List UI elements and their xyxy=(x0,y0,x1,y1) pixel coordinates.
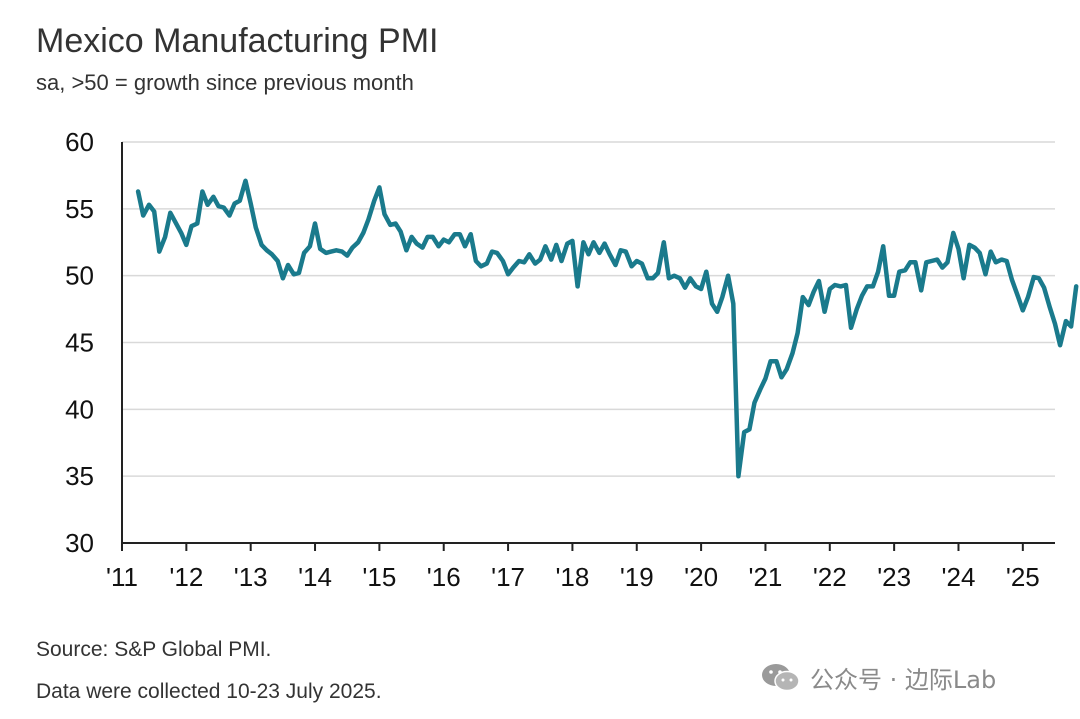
x-tick-label: '18 xyxy=(555,562,589,592)
chart-title: Mexico Manufacturing PMI xyxy=(36,22,439,60)
y-tick-label: 55 xyxy=(65,194,94,224)
x-tick-label: '13 xyxy=(234,562,268,592)
collection-note: Data were collected 10-23 July 2025. xyxy=(36,680,382,703)
y-tick-label: 40 xyxy=(65,394,94,424)
gridlines xyxy=(122,141,1055,477)
y-axis: 30 35 40 45 50 55 60 xyxy=(65,127,123,558)
y-tick-label: 30 xyxy=(65,528,94,558)
x-tick-label: '24 xyxy=(942,562,976,592)
x-tick-label: '23 xyxy=(877,562,911,592)
pmi-series-line xyxy=(135,178,1079,479)
y-tick-label: 35 xyxy=(65,461,94,491)
x-tick-label: '20 xyxy=(684,562,718,592)
y-tick-label: 45 xyxy=(65,328,94,358)
x-tick-label: '14 xyxy=(298,562,332,592)
x-tick-label: '12 xyxy=(169,562,203,592)
x-tick-label: '16 xyxy=(427,562,461,592)
series-layer xyxy=(135,178,1079,479)
watermark: 公众号 · 边际Lab xyxy=(760,660,996,695)
chart-subtitle: sa, >50 = growth since previous month xyxy=(36,70,414,95)
x-tick-label: '22 xyxy=(813,562,847,592)
x-tick-label: '17 xyxy=(491,562,525,592)
x-tick-label: '25 xyxy=(1006,562,1040,592)
source-note: Source: S&P Global PMI. xyxy=(36,638,272,661)
wechat-icon xyxy=(762,663,800,691)
watermark-text: 公众号 · 边际Lab xyxy=(810,666,997,694)
x-tick-label: '11 xyxy=(106,562,138,592)
x-tick-label: '21 xyxy=(749,562,783,592)
y-tick-label: 60 xyxy=(65,127,94,157)
y-tick-label: 50 xyxy=(65,261,94,291)
x-tick-label: '19 xyxy=(620,562,654,592)
x-axis: '11 '12 '13 '14 '15 '16 '17 '18 '19 '20 '21 '22 '23 '… xyxy=(106,542,1055,592)
x-tick-label: '15 xyxy=(362,562,396,592)
